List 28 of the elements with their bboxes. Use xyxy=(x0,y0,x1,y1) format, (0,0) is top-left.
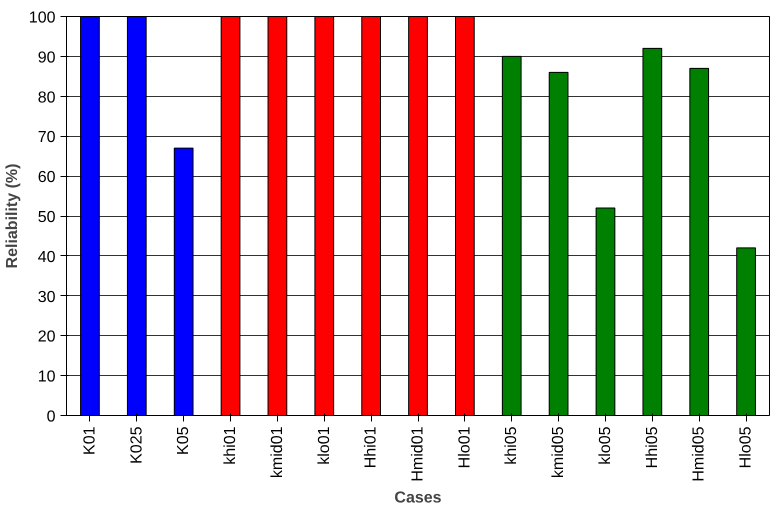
x-tick-label: kmid05 xyxy=(550,426,568,478)
x-tick-label: Hlo05 xyxy=(738,426,755,468)
x-tick-label: klo01 xyxy=(316,426,333,465)
x-tick-label: Hmid01 xyxy=(410,426,426,482)
x-tick-label: kmid01 xyxy=(268,426,286,478)
y-tick-label: 20 xyxy=(38,328,56,346)
x-tick-label: Hlo01 xyxy=(456,426,474,468)
y-tick-label: 100 xyxy=(28,10,56,26)
x-tick-label: K025 xyxy=(128,426,146,464)
x-tick-label: Hhi05 xyxy=(644,426,661,468)
y-tick-label: 70 xyxy=(38,129,56,146)
x-tick-label: klo05 xyxy=(596,426,614,465)
y-tick-label: 10 xyxy=(38,368,56,386)
y-tick-label: 30 xyxy=(38,288,56,306)
y-tick-label: 50 xyxy=(38,209,56,226)
x-axis-title: Cases xyxy=(394,490,442,507)
y-axis-title: Reliability (%) xyxy=(4,164,21,268)
x-tick-label: K01 xyxy=(81,426,98,455)
y-tick-label: 90 xyxy=(38,49,56,66)
y-tick-label: 0 xyxy=(46,408,56,426)
x-tick-label: Hhi01 xyxy=(362,426,380,468)
x-tick-label: khi01 xyxy=(222,426,240,465)
y-tick-label: 80 xyxy=(38,89,56,106)
x-tick-label: K05 xyxy=(175,426,192,455)
x-tick-label: khi05 xyxy=(503,426,520,465)
y-tick-label: 40 xyxy=(38,248,56,266)
x-tick-label: Hmid05 xyxy=(690,426,708,482)
y-tick-label: 60 xyxy=(38,169,56,186)
